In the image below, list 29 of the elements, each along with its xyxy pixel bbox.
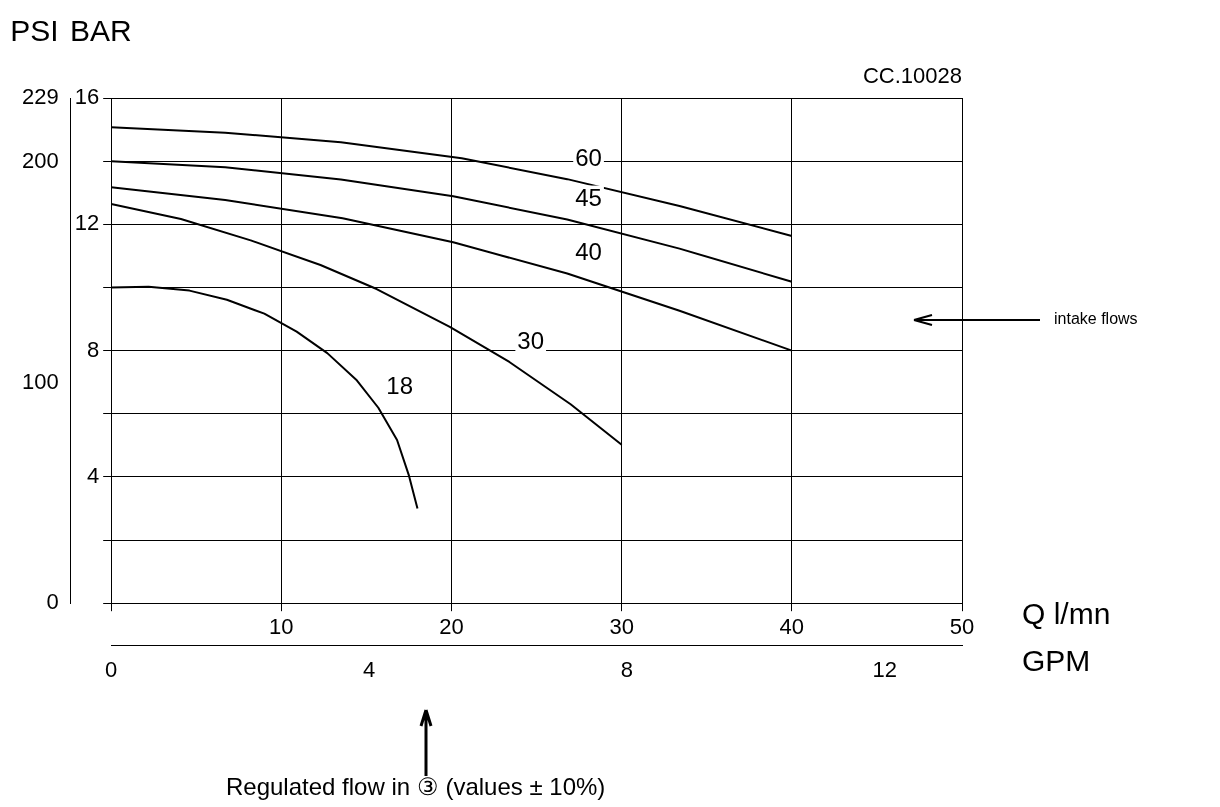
y2-tick-label: 100 (21, 368, 59, 394)
x-axis-title: Q l/mn (1022, 597, 1111, 631)
x2-tick-label: 12 (872, 656, 897, 682)
x-tick-label: 40 (779, 614, 805, 640)
y-axis-title: BAR (70, 14, 132, 48)
series-label: 40 (575, 238, 602, 266)
x2-tick-label: 0 (105, 656, 118, 682)
y2-tick-label: 229 (21, 84, 59, 110)
x-tick-label: 20 (439, 614, 464, 640)
text: intake flows (1054, 310, 1138, 329)
y-tick-label: 16 (74, 84, 100, 110)
series-label: 60 (575, 143, 602, 171)
x-tick-label: 10 (269, 614, 294, 640)
x2-axis-title: GPM (1022, 643, 1091, 677)
y-tick-label: 8 (86, 336, 100, 362)
x2-tick-label: 4 (362, 656, 376, 682)
series-label: 30 (517, 326, 545, 354)
text: CC.10028 (862, 63, 962, 89)
series-label: 45 (575, 184, 602, 212)
x-tick-label: 50 (949, 614, 975, 640)
series-label: 18 (386, 372, 414, 400)
x2-tick-label: 8 (620, 656, 633, 682)
x-tick-label: 30 (609, 614, 634, 640)
y2-tick-label: 0 (46, 589, 59, 615)
y-tick-label: 12 (74, 210, 100, 236)
y2-tick-label: 200 (21, 148, 59, 174)
y2-axis-title: PSI (10, 14, 59, 48)
y-tick-label: 4 (86, 462, 100, 488)
text: Regulated flow in ③ (values ± 10%) (225, 773, 606, 801)
